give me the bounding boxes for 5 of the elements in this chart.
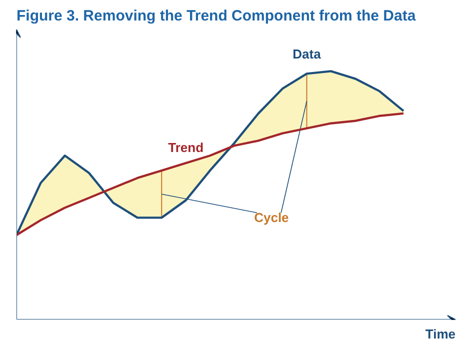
x-axis-title: Time — [425, 326, 456, 342]
annotation: Cycle — [254, 210, 289, 226]
series-label: Data — [292, 46, 322, 62]
chart-title: Figure 3. Removing the Trend Component from the Data — [16, 8, 416, 24]
series-label: Trend — [168, 140, 204, 156]
